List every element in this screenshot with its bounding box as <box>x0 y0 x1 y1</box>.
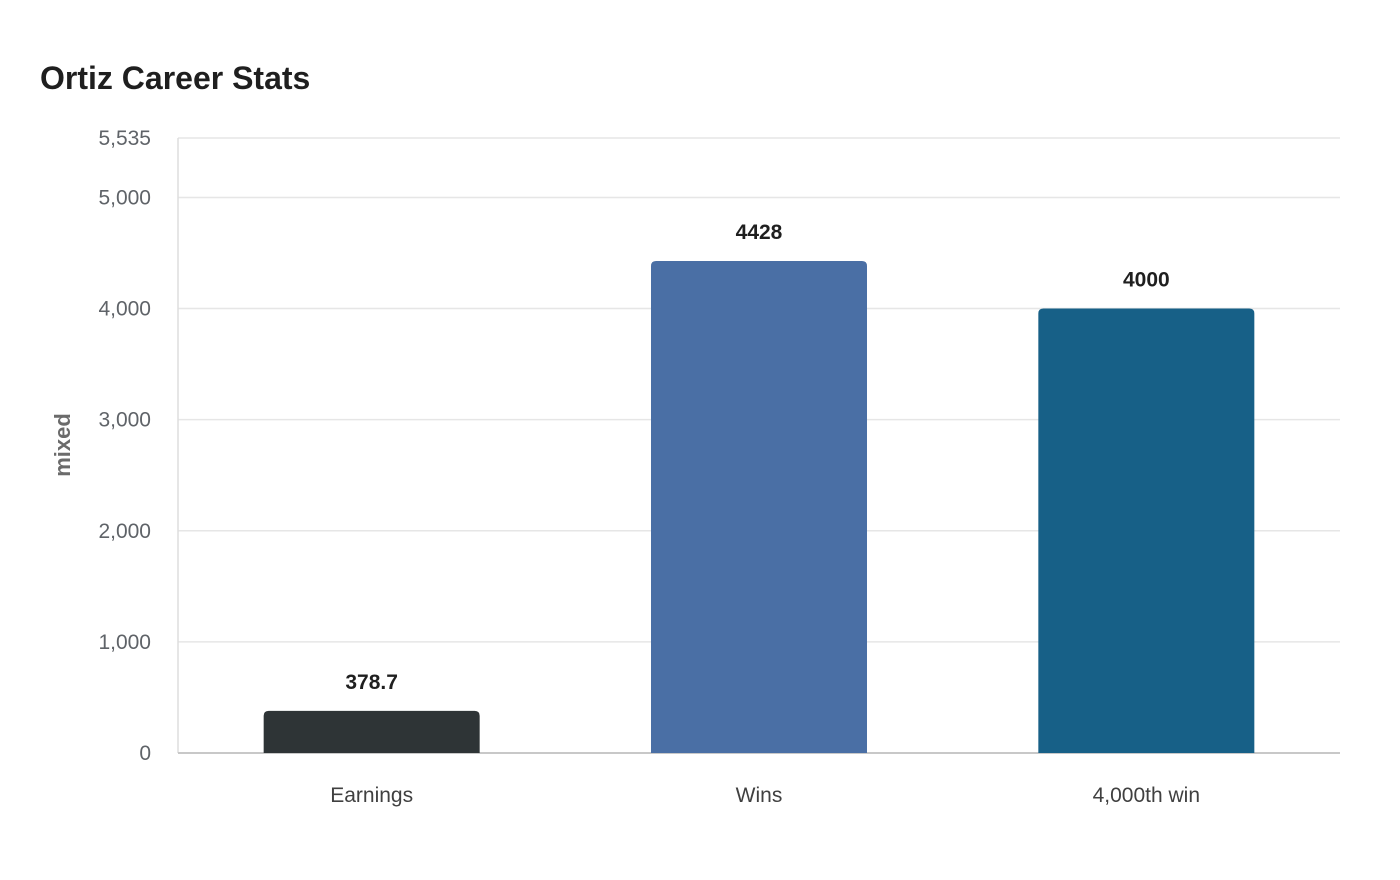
bar <box>1038 308 1255 753</box>
bar-value-label: 378.7 <box>345 671 398 694</box>
bar-value-label: 4000 <box>1123 269 1170 292</box>
x-category-label: Wins <box>736 784 783 807</box>
y-tick-label: 3,000 <box>98 409 151 432</box>
y-tick-label: 5,535 <box>98 127 151 150</box>
bar-value-label: 4428 <box>736 221 783 244</box>
bar <box>263 710 480 753</box>
x-category-label: 4,000th win <box>1093 784 1200 807</box>
y-tick-label: 1,000 <box>98 631 151 654</box>
bars <box>263 261 1255 753</box>
y-tick-label: 4,000 <box>98 298 151 321</box>
y-axis-title: mixed <box>50 413 75 477</box>
chart-title: Ortiz Career Stats <box>40 60 311 96</box>
bar <box>651 261 867 753</box>
x-category-label: Earnings <box>330 784 413 807</box>
y-tick-label: 0 <box>139 742 151 765</box>
y-tick-label: 2,000 <box>98 520 151 543</box>
y-tick-label: 5,000 <box>98 186 151 209</box>
labels: 0 1,000 2,000 3,000 4,000 5,000 5,535 378.7 Earn… <box>98 127 1200 807</box>
